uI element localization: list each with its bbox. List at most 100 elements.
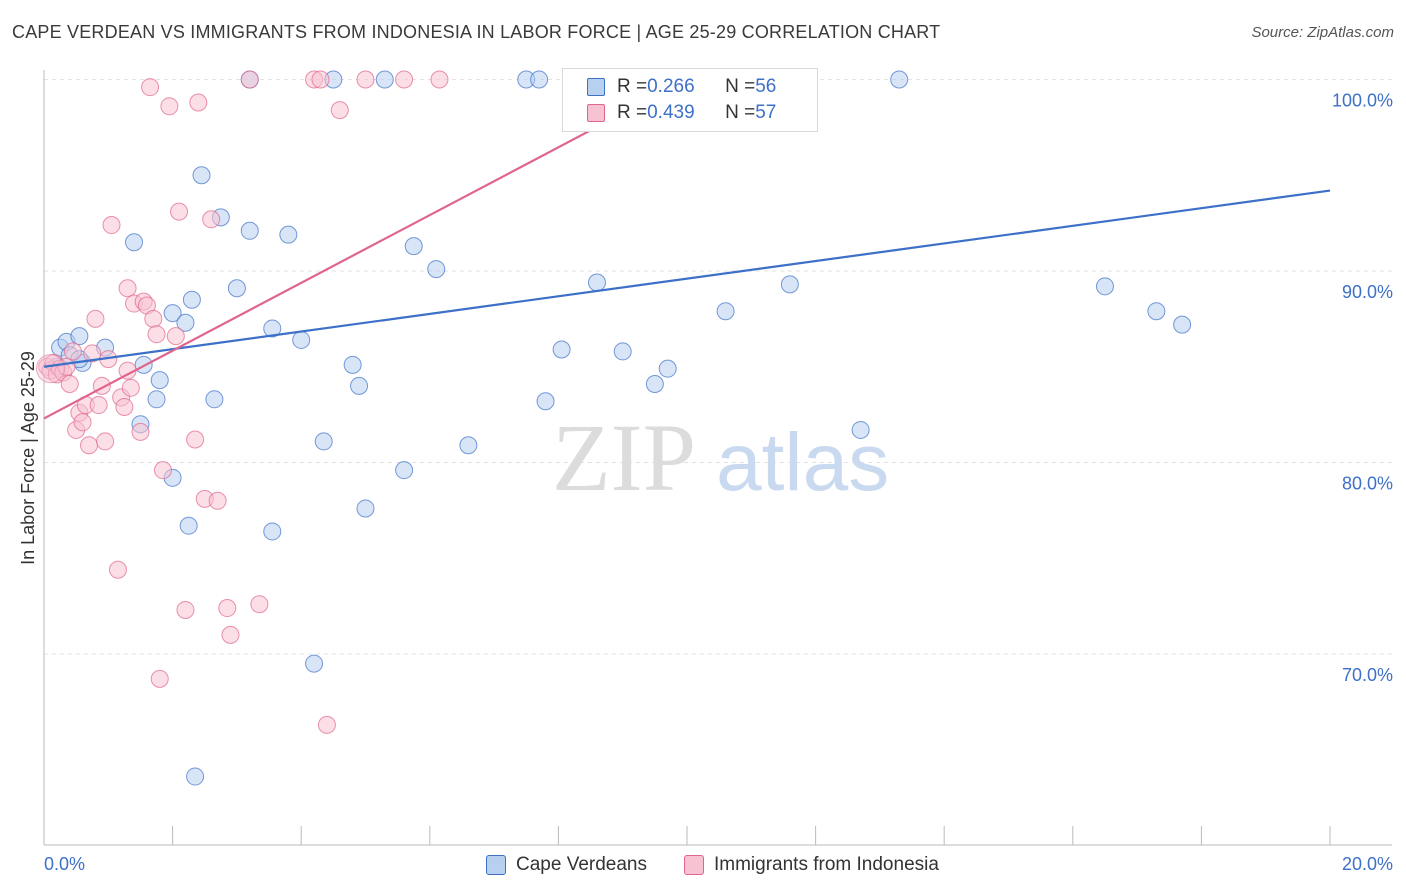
y-tick-label: 80.0% <box>1342 474 1393 494</box>
watermark: ZIP atlas <box>552 404 889 511</box>
y-tick-label: 100.0% <box>1332 91 1393 111</box>
stats-legend: R = 0.266 N = 56 R = 0.439 N = 57 <box>562 68 818 132</box>
legend-r-value: 0.439 <box>647 102 695 123</box>
cape-verdean-point <box>459 436 478 455</box>
legend-r-value: 0.266 <box>647 76 695 97</box>
indonesia-point <box>102 216 121 235</box>
indonesia-point <box>80 436 99 455</box>
cape-verdean-point <box>1147 302 1166 321</box>
cape-verdean-point <box>263 319 282 338</box>
cape-verdean-point <box>658 359 677 378</box>
cape-verdean-point <box>375 70 394 89</box>
cape-verdean-point <box>645 374 664 393</box>
indonesia-point <box>83 344 102 363</box>
cape-verdean-point <box>150 371 169 390</box>
x-tick-label: 0.0% <box>44 854 85 874</box>
cape-verdean-point <box>182 290 201 309</box>
cape-verdean-point <box>1095 277 1114 296</box>
source-label: Source: ZipAtlas.com <box>1251 24 1394 41</box>
cape-verdean-point <box>404 237 423 256</box>
indonesia-point <box>150 669 169 688</box>
cape-verdean-point <box>851 420 870 439</box>
indonesia-point <box>86 309 105 328</box>
cape-verdean-point <box>780 275 799 294</box>
legend-n-label: N = <box>725 76 756 97</box>
indonesia-point <box>208 491 227 510</box>
tick-labels: 100.0% 90.0% 80.0% 70.0% 0.0% 20.0% <box>44 91 1393 875</box>
indonesia-point <box>147 325 166 344</box>
cape-verdean-point <box>350 376 369 395</box>
cape-verdean-point <box>305 654 324 673</box>
y-tick-label: 70.0% <box>1342 665 1393 685</box>
indonesia-point <box>96 432 115 451</box>
cape-verdean-point <box>292 330 311 349</box>
indonesia-point <box>356 70 375 89</box>
legend-swatch-blue <box>486 855 506 875</box>
bottom-legend-indonesia[interactable]: Immigrants from Indonesia <box>684 852 939 878</box>
legend-swatch-blue <box>587 78 605 96</box>
indonesia-point <box>250 595 269 614</box>
indonesia-point <box>73 413 92 432</box>
indonesia-point <box>330 101 349 120</box>
cape-verdean-point <box>192 166 211 185</box>
legend-swatch-pink <box>684 855 704 875</box>
cape-verdean-point <box>314 432 333 451</box>
legend-n-value: 57 <box>755 102 777 123</box>
indonesia-point <box>317 715 336 734</box>
y-tick-label: 90.0% <box>1342 282 1393 302</box>
cape-verdean-point <box>70 327 89 346</box>
watermark-zip: ZIP <box>552 404 696 511</box>
cape-verdean-point <box>227 279 246 298</box>
cape-verdean-point <box>716 302 735 321</box>
indonesia-point <box>166 327 185 346</box>
legend-n-label: N = <box>725 102 756 123</box>
bottom-legend-cape-verdeans[interactable]: Cape Verdeans <box>486 852 647 878</box>
indonesia-point <box>311 70 330 89</box>
indonesia-point <box>131 422 150 441</box>
bottom-legend-label: Immigrants from Indonesia <box>714 854 939 875</box>
indonesia-point <box>115 397 134 416</box>
indonesia-point <box>63 342 82 361</box>
legend-r-label: R = <box>617 102 648 123</box>
indonesia-point <box>60 374 79 393</box>
cape-verdean-point <box>279 225 298 244</box>
cape-verdean-point <box>587 273 606 292</box>
indonesia-point <box>141 78 160 97</box>
legend-swatch-pink <box>587 104 605 122</box>
legend-n-value: 56 <box>755 76 777 97</box>
cape-verdean-point <box>179 516 198 535</box>
cape-verdean-point <box>536 392 555 411</box>
indonesia-point <box>221 625 240 644</box>
indonesia-point <box>240 70 259 89</box>
cape-verdean-trend-line <box>43 189 1331 368</box>
cape-verdean-point <box>552 340 571 359</box>
legend-row-cape-verdeans: R = 0.266 N = 56 <box>587 75 776 99</box>
indonesia-point <box>189 93 208 112</box>
indonesia-point <box>121 378 140 397</box>
cape-verdean-point <box>205 390 224 409</box>
cape-verdean-point <box>356 499 375 518</box>
indonesia-point <box>186 430 205 449</box>
indonesia-point <box>89 396 108 415</box>
cape-verdean-point <box>176 313 195 332</box>
indonesia-trend-line <box>43 78 688 420</box>
indonesia-point <box>395 70 414 89</box>
chart-title: CAPE VERDEAN VS IMMIGRANTS FROM INDONESI… <box>12 22 941 42</box>
axes <box>43 70 1392 846</box>
indonesia-point <box>202 210 221 229</box>
x-tick-label: 20.0% <box>1342 854 1393 874</box>
indonesia-point <box>218 599 237 618</box>
bottom-legend-label: Cape Verdeans <box>516 854 647 875</box>
indonesia-point <box>176 600 195 619</box>
indonesia-point <box>108 560 127 579</box>
cape-verdean-point <box>186 767 205 786</box>
cape-verdean-point <box>263 522 282 541</box>
cape-verdean-point <box>125 233 144 252</box>
legend-row-indonesia: R = 0.439 N = 57 <box>587 101 776 125</box>
indonesia-point <box>430 70 449 89</box>
cape-verdean-point <box>163 304 182 323</box>
y-axis-label: In Labor Force | Age 25-29 <box>18 351 38 565</box>
indonesia-point <box>118 279 137 298</box>
cape-verdean-point <box>530 70 549 89</box>
